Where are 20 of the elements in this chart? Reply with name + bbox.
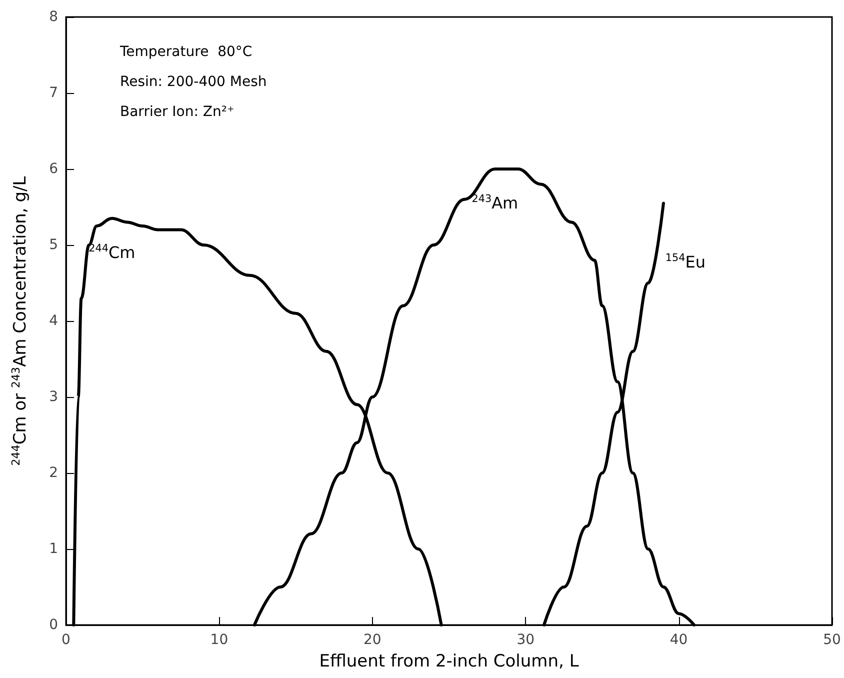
x-tick-label: 40: [670, 632, 688, 648]
y-tick-label: 1: [49, 541, 58, 557]
y-tick-label: 2: [49, 465, 58, 481]
x-tick-label: 20: [363, 632, 382, 648]
x-tick-label: 10: [210, 632, 228, 648]
y-axis-title: 244Cm or 243Am Concentration, g/L: [10, 176, 30, 466]
y-tick-label: 3: [49, 389, 58, 405]
x-tick-label: 0: [62, 632, 70, 648]
annotation: Barrier Ion: Zn²⁺: [120, 104, 234, 120]
y-tick-label: 6: [49, 161, 58, 177]
annotation: Resin: 200-400 Mesh: [120, 74, 267, 90]
y-tick-label: 5: [49, 237, 58, 253]
x-tick-label: 30: [516, 632, 535, 648]
x-tick-label: 50: [823, 632, 841, 648]
annotation: Temperature 80°C: [119, 44, 252, 60]
y-tick-label: 4: [49, 313, 58, 329]
y-tick-label: 8: [49, 9, 58, 25]
y-tick-label: 0: [49, 617, 58, 633]
x-axis-title: Effluent from 2-inch Column, L: [319, 652, 580, 672]
y-tick-label: 7: [49, 85, 58, 101]
